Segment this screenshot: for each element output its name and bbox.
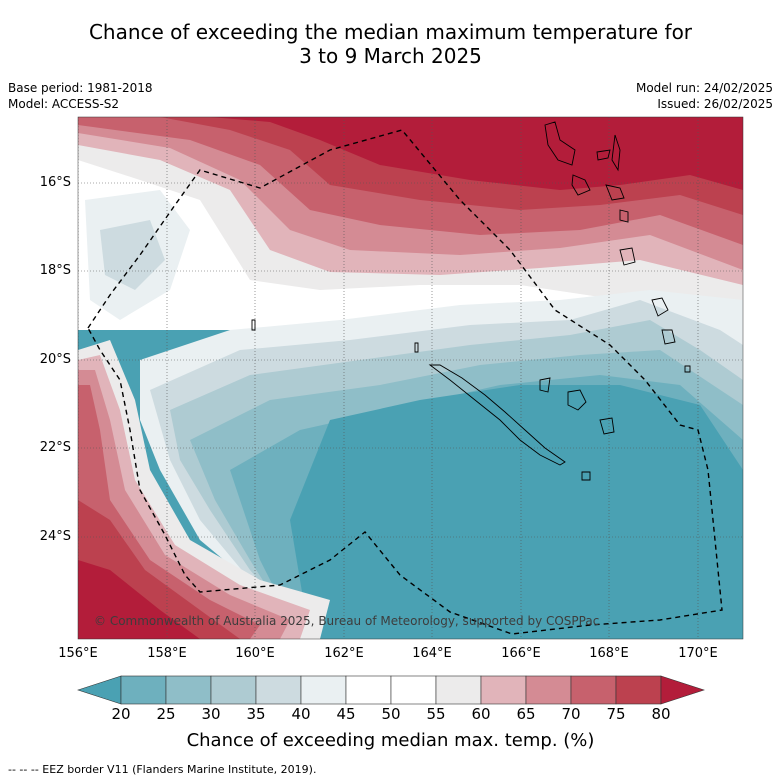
lat-label-18s: 18°S [40,263,71,278]
lon-label-156e: 156°E [48,646,108,661]
lat-label-22s: 22°S [40,440,71,455]
colorbar-tick-20: 20 [101,705,141,723]
colorbar-tick-30: 30 [191,705,231,723]
lon-label-160e: 160°E [225,646,285,661]
colorbar-tick-50: 50 [371,705,411,723]
colorbar-tick-60: 60 [461,705,501,723]
colorbar-tick-35: 35 [236,705,276,723]
lat-label-24s: 24°S [40,529,71,544]
lat-label-16s: 16°S [40,175,71,190]
lon-label-166e: 166°E [491,646,551,661]
lon-label-158e: 158°E [137,646,197,661]
colorbar-tick-25: 25 [146,705,186,723]
eez-legend: -- -- -- EEZ border V11 (Flanders Marine… [8,763,316,776]
colorbar-label: Chance of exceeding median max. temp. (%… [0,730,781,751]
colorbar-tick-70: 70 [551,705,591,723]
lat-label-20s: 20°S [40,352,71,367]
lon-label-164e: 164°E [402,646,462,661]
lon-label-162e: 162°E [314,646,374,661]
colorbar-tick-55: 55 [416,705,456,723]
colorbar-tick-80: 80 [641,705,681,723]
copyright-notice: © Commonwealth of Australia 2025, Bureau… [94,614,599,628]
probability-field [78,117,743,639]
lon-label-168e: 168°E [579,646,639,661]
colorbar-tick-65: 65 [506,705,546,723]
forecast-map [0,0,781,781]
lon-label-170e: 170°E [668,646,728,661]
colorbar [78,676,704,704]
colorbar-tick-45: 45 [326,705,366,723]
colorbar-tick-40: 40 [281,705,321,723]
colorbar-tick-75: 75 [596,705,636,723]
